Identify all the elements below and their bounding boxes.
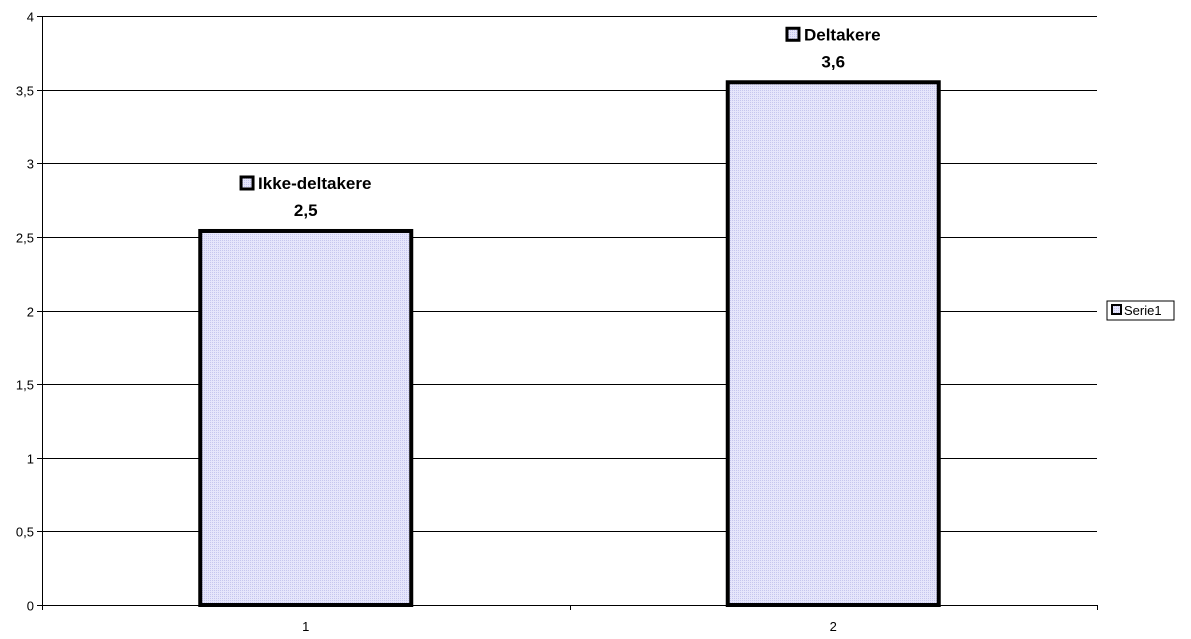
y-tick-label: 1 — [27, 452, 34, 467]
data-labels: Ikke-deltakere 2,5 Deltakere 3,6 — [239, 25, 881, 220]
y-tick-label: 4 — [27, 10, 34, 25]
y-tick-label: 3 — [27, 157, 34, 172]
data-label-swatch — [785, 26, 801, 42]
legend-entry-serie1: Serie1 — [1124, 303, 1162, 318]
y-tick-label: 1,5 — [16, 378, 34, 393]
y-tick-label: 0 — [27, 599, 34, 614]
bar-1 — [198, 228, 414, 608]
data-label-value: 2,5 — [294, 201, 318, 220]
data-label-name: Ikke-deltakere — [258, 174, 371, 193]
legend-swatch — [1111, 304, 1122, 315]
legend: Serie1 — [1106, 300, 1175, 321]
y-tick-label: 2 — [27, 305, 34, 320]
legend-box — [1106, 300, 1175, 321]
data-label-value: 3,6 — [821, 52, 845, 71]
y-tick-label: 0,5 — [16, 525, 34, 540]
y-tick-label: 2,5 — [16, 231, 34, 246]
data-label-name: Deltakere — [804, 25, 881, 44]
x-tick-label: 2 — [830, 619, 837, 634]
data-label-swatch — [239, 175, 255, 191]
y-tick-label: 3,5 — [16, 84, 34, 99]
bar-2 — [725, 80, 941, 607]
bars — [198, 80, 941, 608]
x-tick-label: 1 — [302, 619, 309, 634]
